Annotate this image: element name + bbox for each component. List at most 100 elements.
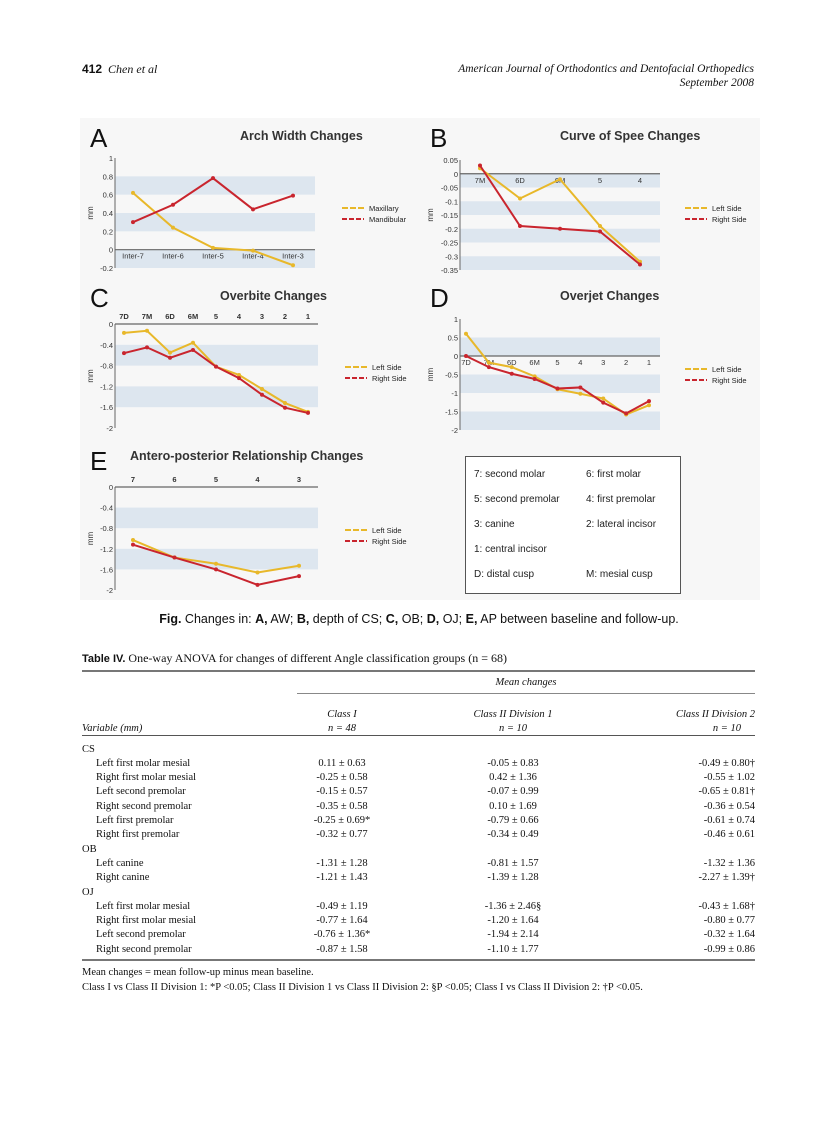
table-cell: -0.77 ± 1.64	[316, 915, 368, 927]
data-point	[486, 360, 491, 365]
table-cell: -1.31 ± 1.28	[316, 857, 368, 869]
x-tick-label: 5	[214, 475, 218, 484]
key-item: 1: central incisor	[474, 544, 547, 555]
table-cell: -0.81 ± 1.57	[487, 857, 539, 869]
table-cell: -1.94 ± 2.14	[487, 929, 539, 941]
data-point	[558, 226, 562, 231]
x-tick-label: 4	[237, 312, 242, 321]
table-cell: -0.49 ± 0.80†	[698, 757, 755, 769]
table-row: Right second premolar -0.35 ± 0.58 0.10 ± …	[82, 799, 755, 813]
grid-band	[115, 507, 318, 529]
key-item: D: distal cusp	[474, 569, 535, 580]
data-point	[145, 328, 149, 333]
table-notes: Mean changes = mean follow-up minus mean…	[82, 967, 643, 993]
data-point	[260, 387, 264, 391]
table-cell: Right second premolar	[96, 800, 192, 812]
table-cell: Left second premolar	[96, 929, 186, 941]
y-tick-label: -1.6	[100, 565, 113, 574]
data-point	[578, 391, 583, 396]
legend-label: Left Side	[712, 365, 742, 374]
data-point	[255, 570, 260, 575]
data-point	[509, 371, 514, 376]
table-cell: Right second premolar	[96, 943, 192, 955]
y-tick-label: -0.8	[100, 524, 113, 533]
section-row: CS	[82, 743, 95, 755]
panel-label: A	[90, 123, 108, 153]
panel-label: D	[430, 283, 449, 313]
table-cell: -0.36 ± 0.54	[703, 800, 755, 812]
chart-b: B Curve of Spee Changes mm 0.05 0 -0.05 -0.1 -0…	[420, 120, 780, 280]
x-tick-label: 5	[555, 358, 559, 367]
x-tick-label: Inter-5	[202, 252, 224, 261]
y-tick-label: 0.5	[448, 334, 458, 343]
table-row: Right first premolar -0.32 ± 0.77 -0.34 ± …	[82, 828, 755, 842]
legend-label: Left Side	[372, 363, 402, 372]
data-point	[122, 330, 126, 335]
y-tick-label: -0.05	[441, 184, 458, 193]
chart-title: Antero-posterior Relationship Changes	[130, 449, 363, 463]
data-point	[486, 365, 491, 370]
chart-title: Curve of Spee Changes	[560, 129, 700, 143]
x-tick-label: 2	[624, 358, 628, 367]
data-point	[168, 355, 172, 360]
table-cell: Left first molar mesial	[96, 900, 191, 912]
y-tick-label: 0	[109, 246, 113, 255]
x-tick-label: 1	[306, 312, 310, 321]
x-tick-label: 3	[260, 312, 264, 321]
y-tick-label: -0.4	[100, 341, 113, 350]
table-cell: -0.49 ± 1.19	[316, 900, 368, 912]
data-point	[283, 405, 287, 410]
data-point	[647, 403, 651, 408]
x-tick-label: Inter-7	[122, 252, 144, 261]
data-point	[647, 399, 651, 404]
chart-title: Arch Width Changes	[240, 129, 363, 143]
data-point	[255, 582, 260, 587]
x-tick-label: 7M	[142, 312, 152, 321]
running-header-left: 412 Chen et al	[82, 62, 157, 77]
y-tick-label: 1	[109, 154, 113, 163]
data-point	[518, 196, 522, 201]
table-title: Table IV. One-way ANOVA for changes of d…	[82, 651, 507, 665]
table-cell: Left second premolar	[96, 786, 186, 798]
x-tick-label: 1	[647, 358, 651, 367]
grid-band	[115, 213, 315, 232]
data-point	[555, 386, 560, 391]
chart-c: C Overbite Changes mm 0 -0.4 -0.8 -1.2 -1.6 -2 7D…	[80, 280, 440, 440]
table-cell: Right first premolar	[96, 829, 180, 841]
y-tick-label: 0	[454, 170, 458, 179]
y-tick-label: -1.5	[445, 408, 458, 417]
x-tick-label: 6M	[188, 312, 198, 321]
panel-label: B	[430, 123, 447, 153]
legend-label: Right Side	[712, 376, 747, 385]
x-tick-label: Inter-3	[282, 252, 304, 261]
section-row: OB	[82, 843, 97, 855]
data-point	[532, 376, 537, 381]
data-point	[122, 351, 126, 356]
data-point	[131, 538, 135, 543]
table-row: Right second premolar -0.87 ± 1.58 -1.10 ±…	[82, 942, 755, 956]
data-point	[131, 190, 135, 195]
y-tick-label: -0.35	[441, 266, 458, 275]
table-cell: -0.87 ± 1.58	[316, 943, 368, 955]
table-row: Left first molar mesial -0.49 ± 1.19 -1.36…	[82, 899, 755, 913]
table-cell: -0.32 ± 1.64	[703, 929, 755, 941]
x-tick-label: 7D	[119, 312, 129, 321]
table-cell: -0.80 ± 0.77	[703, 915, 755, 927]
y-tick-label: 0.4	[103, 209, 113, 218]
table-row: Left second premolar -0.15 ± 0.57 -0.07 ± …	[82, 785, 755, 799]
x-tick-label: 7D	[461, 358, 471, 367]
grid-band	[460, 228, 660, 243]
section-row: OJ	[82, 886, 94, 898]
authors: Chen et al	[108, 62, 158, 76]
table-cell: 0.10 ± 1.69	[489, 800, 537, 812]
table-cell: -0.25 ± 0.69*	[313, 815, 371, 827]
journal-name: American Journal of Orthodontics and Den…	[458, 63, 754, 75]
grid-band	[115, 548, 318, 570]
table-row: Right first molar mesial -0.25 ± 0.58 0.42…	[82, 770, 755, 784]
data-point	[191, 348, 195, 352]
table-cell: -1.21 ± 1.43	[316, 872, 368, 884]
table-cell: -2.27 ± 1.39†	[698, 872, 755, 884]
legend-label: Right Side	[372, 537, 407, 546]
